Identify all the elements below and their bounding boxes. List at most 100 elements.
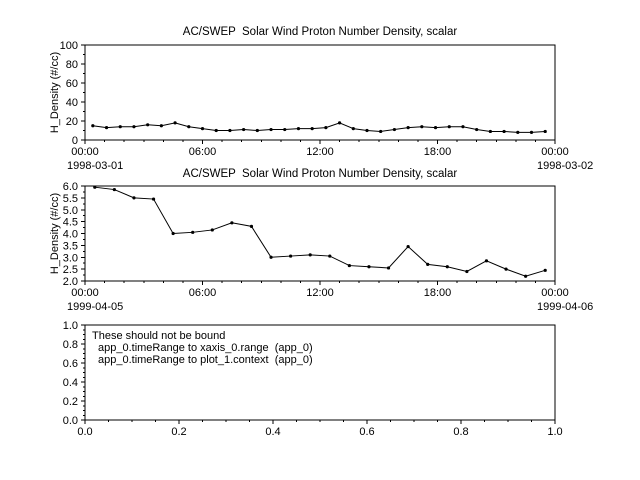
data-point-marker [328,254,332,258]
x-tick-label: 0.6 [359,426,374,438]
data-point-marker [214,128,218,133]
data-point-marker [351,127,355,131]
x-axis-start-date-label: 1998-03-01 [67,160,123,172]
data-point-marker [516,130,520,134]
data-point-marker [529,130,534,134]
data-point-marker [104,126,109,130]
plot-area[interactable] [85,186,555,281]
data-point-marker [445,265,449,269]
data-point-marker [504,267,508,271]
x-tick-label: 00:00 [541,287,569,299]
x-axis-start-date-label: 1999-04-05 [67,301,123,313]
data-series-line [92,122,546,133]
data-point-marker [249,224,254,228]
data-series-line [94,186,546,277]
y-axis-label: H_Density (#/cc) [49,193,61,274]
data-point-marker [475,127,479,132]
x-tick-label: 0.4 [265,426,280,438]
data-point-marker [447,125,451,129]
x-tick-label: 00:00 [541,146,569,158]
data-point-marker [337,121,342,125]
data-point-marker [461,125,465,129]
data-point-marker [386,266,391,270]
data-point-marker [406,244,410,249]
data-point-marker [187,125,191,129]
y-tick-label: 60 [66,78,78,90]
data-point-marker [228,128,232,133]
x-tick-label: 00:00 [71,146,99,158]
annotation-line: app_0.timeRange to xaxis_0.range (app_0) [98,342,313,354]
data-point-marker [283,127,287,132]
x-tick-label: 0.2 [171,426,186,438]
data-point-marker [242,127,246,132]
x-tick-label: 18:00 [424,146,452,158]
data-point-marker [151,197,156,201]
data-point-marker [132,125,136,129]
y-tick-label: 40 [66,97,78,109]
plot-1: 00:00 06:00 12:00 18:00 00:002.02.53.03.54.0… [49,168,593,313]
plot-title: AC/SWEP Solar Wind Proton Number Density… [183,168,458,180]
data-point-marker [269,255,273,259]
data-point-marker [255,128,259,133]
data-point-marker [367,265,371,269]
data-point-marker [502,129,506,134]
data-point-marker [426,262,430,266]
data-point-marker [379,129,383,134]
data-point-marker [112,187,116,192]
y-tick-label: 5.0 [63,205,78,217]
y-tick-label: 0.8 [63,339,78,351]
data-point-marker [93,185,97,189]
data-point-marker [488,129,492,134]
annotation-line: app_0.timeRange to plot_1.context (app_0… [98,354,313,366]
y-tick-label: 100 [60,40,78,52]
data-point-marker [324,126,328,130]
y-tick-label: 3.5 [63,240,78,252]
data-point-marker [543,129,547,134]
x-axis-end-date-label: 1998-03-02 [537,160,593,172]
data-point-marker [365,128,369,133]
data-point-marker [308,253,312,257]
data-point-marker [200,127,205,131]
y-tick-label: 5.5 [63,193,78,205]
y-tick-label: 6.0 [63,181,78,193]
data-point-marker [296,127,301,131]
y-tick-label: 0.0 [63,415,78,427]
data-point-marker [289,254,293,258]
data-point-marker [347,263,351,268]
annotation-line: These should not be bound [92,330,225,342]
plot-title: AC/SWEP Solar Wind Proton Number Density… [183,26,458,38]
data-point-marker [269,127,273,132]
data-point-marker [91,124,95,128]
x-axis-end-date-label: 1999-04-06 [537,301,593,313]
x-tick-label: 1.0 [547,426,562,438]
data-point-marker [171,231,175,236]
data-point-marker [210,228,214,232]
x-tick-label: 12:00 [306,146,334,158]
data-point-marker [433,126,438,130]
y-tick-label: 3.0 [63,252,78,264]
data-point-marker [310,127,314,131]
y-tick-label: 4.5 [63,217,78,229]
plot-2: 0.0 0.2 0.4 0.6 0.8 1.0 0.0 0.2 0.4 0.6 0.8 1.0 Thes… [63,320,563,438]
data-point-marker [230,221,234,225]
y-tick-label: 1.0 [63,320,78,332]
plot-0: 00:00 06:00 12:00 18:00 00:00020406080100199… [49,26,593,172]
y-tick-label: 0.4 [63,377,78,389]
x-tick-label: 0.0 [77,426,92,438]
data-point-marker [465,269,469,274]
data-point-marker [420,125,424,129]
y-tick-label: 0.6 [63,358,78,370]
y-tick-label: 2.0 [63,276,78,288]
x-tick-label: 18:00 [424,287,452,299]
x-tick-label: 12:00 [306,287,334,299]
data-point-marker [191,230,195,234]
x-tick-label: 06:00 [189,146,217,158]
x-tick-label: 06:00 [189,287,217,299]
y-tick-label: 2.5 [63,264,78,276]
data-point-marker [132,196,136,200]
data-point-marker [118,125,122,129]
data-point-marker [406,126,410,130]
data-point-marker [524,274,528,278]
